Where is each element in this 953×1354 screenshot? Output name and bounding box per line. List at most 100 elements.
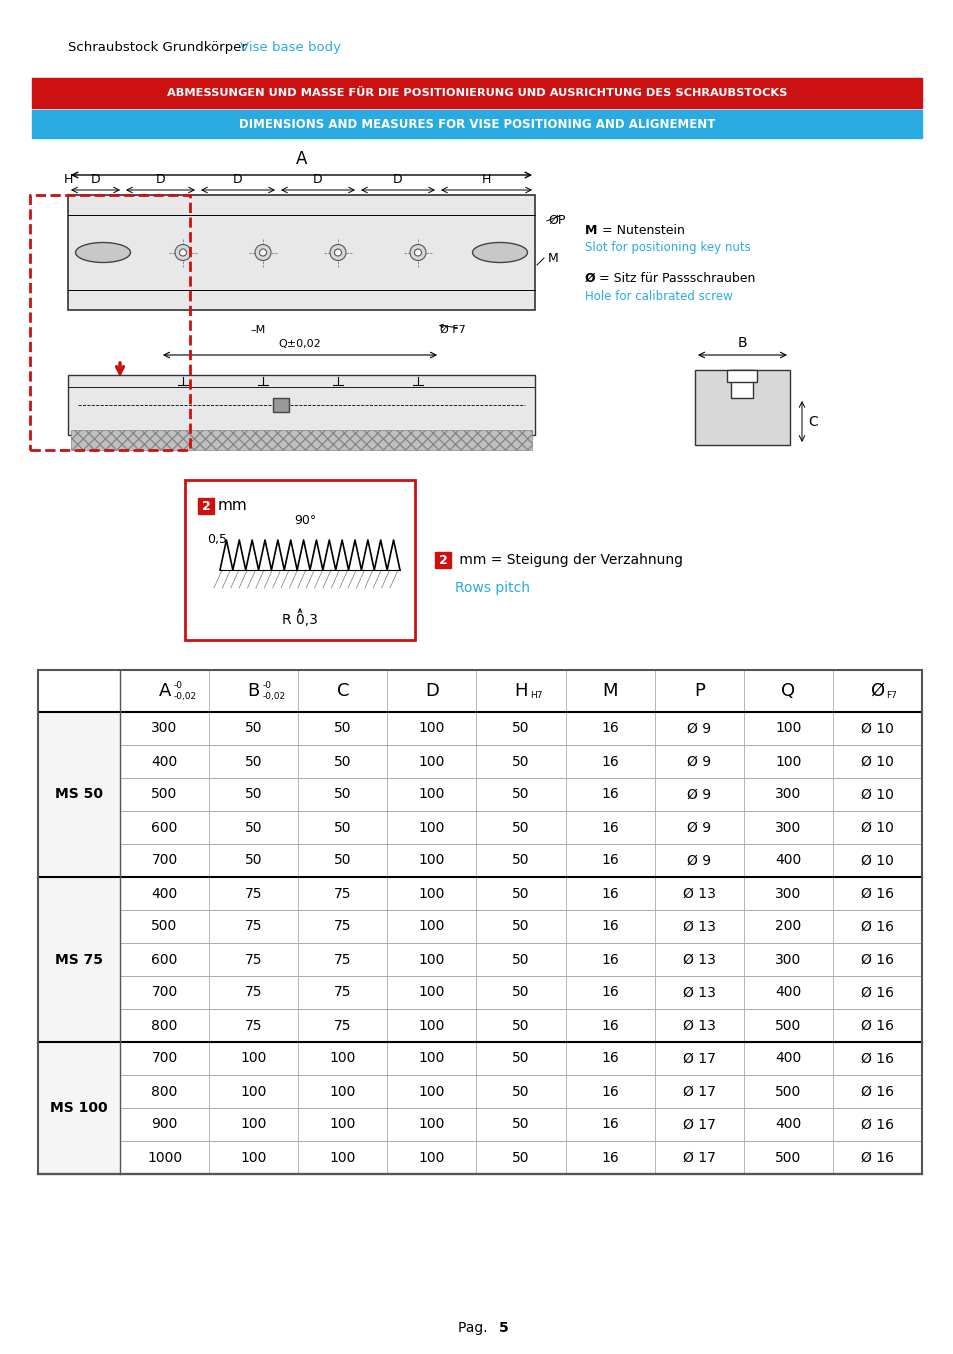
Text: 100: 100 (418, 986, 445, 999)
Text: 16: 16 (600, 1018, 618, 1033)
Text: Ø 10: Ø 10 (861, 821, 893, 834)
Text: mm = Steigung der Verzahnung: mm = Steigung der Verzahnung (455, 552, 682, 567)
Text: 600: 600 (152, 952, 177, 967)
Text: 2: 2 (438, 554, 447, 566)
Text: 500: 500 (152, 788, 177, 802)
Text: 75: 75 (334, 986, 351, 999)
Text: 16: 16 (600, 821, 618, 834)
Text: 16: 16 (600, 1085, 618, 1098)
Text: 300: 300 (152, 722, 177, 735)
Text: 100: 100 (418, 754, 445, 769)
Text: Ø: Ø (584, 272, 595, 284)
Text: = Sitz für Passschrauben: = Sitz für Passschrauben (595, 272, 755, 284)
Text: 50: 50 (512, 887, 529, 900)
Text: 100: 100 (329, 1052, 355, 1066)
Text: 100: 100 (775, 722, 801, 735)
Text: D: D (155, 173, 165, 185)
Bar (38, 712, 921, 745)
Text: Ø 17: Ø 17 (682, 1151, 715, 1164)
Text: D: D (393, 173, 402, 185)
Text: Ø 16: Ø 16 (860, 1018, 893, 1033)
Circle shape (254, 245, 271, 260)
Text: 400: 400 (152, 887, 177, 900)
Text: H: H (481, 173, 491, 185)
Text: Ø 16: Ø 16 (860, 1085, 893, 1098)
Text: Ø 9: Ø 9 (686, 788, 711, 802)
Text: Ø 9: Ø 9 (686, 821, 711, 834)
Text: Ø 17: Ø 17 (682, 1117, 715, 1132)
Bar (38, 1108, 921, 1141)
Text: Ø 16: Ø 16 (860, 887, 893, 900)
Text: P: P (693, 682, 704, 700)
Text: 100: 100 (418, 887, 445, 900)
Ellipse shape (472, 242, 527, 263)
Text: 16: 16 (600, 1151, 618, 1164)
Text: B: B (737, 336, 746, 349)
Text: 75: 75 (245, 986, 262, 999)
Text: 500: 500 (775, 1085, 801, 1098)
Text: 100: 100 (329, 1117, 355, 1132)
Text: R 0,3: R 0,3 (282, 613, 317, 627)
Text: H: H (514, 682, 527, 700)
Text: 100: 100 (418, 722, 445, 735)
Text: 100: 100 (329, 1085, 355, 1098)
Text: 16: 16 (600, 1052, 618, 1066)
Text: M: M (584, 223, 597, 237)
Text: 50: 50 (512, 1151, 529, 1164)
Text: -0: -0 (262, 681, 272, 691)
Circle shape (330, 245, 346, 260)
Text: 50: 50 (512, 986, 529, 999)
Text: 100: 100 (418, 1018, 445, 1033)
Bar (30, 195, 190, 450)
Text: 50: 50 (512, 952, 529, 967)
Text: 50: 50 (512, 1117, 529, 1132)
Text: 100: 100 (240, 1052, 267, 1066)
Bar (185, 481, 415, 640)
Text: 5: 5 (498, 1322, 508, 1335)
Text: Ø 17: Ø 17 (682, 1085, 715, 1098)
Text: 50: 50 (512, 754, 529, 769)
Text: mm: mm (218, 498, 248, 513)
Text: 16: 16 (600, 754, 618, 769)
Text: Ø 16: Ø 16 (860, 986, 893, 999)
Text: Ø 10: Ø 10 (861, 788, 893, 802)
Text: -0: -0 (173, 681, 182, 691)
Text: 75: 75 (245, 919, 262, 933)
Text: 16: 16 (600, 952, 618, 967)
Text: DIMENSIONS AND MEASURES FOR VISE POSITIONING AND ALIGNEMENT: DIMENSIONS AND MEASURES FOR VISE POSITIO… (238, 118, 715, 130)
Text: 100: 100 (418, 919, 445, 933)
Text: Ø 10: Ø 10 (861, 722, 893, 735)
Text: 75: 75 (245, 952, 262, 967)
Text: D: D (233, 173, 243, 185)
Bar (38, 745, 921, 779)
Text: 500: 500 (775, 1018, 801, 1033)
Text: 50: 50 (512, 1052, 529, 1066)
Text: Ø 13: Ø 13 (682, 986, 715, 999)
Text: 1000: 1000 (147, 1151, 182, 1164)
Bar (198, 498, 213, 515)
Text: H: H (63, 173, 72, 185)
Text: Ø 17: Ø 17 (682, 1052, 715, 1066)
Bar (38, 976, 921, 1009)
Bar (38, 942, 921, 976)
Text: 700: 700 (152, 986, 177, 999)
Text: 50: 50 (512, 1018, 529, 1033)
Text: 700: 700 (152, 1052, 177, 1066)
Text: 100: 100 (418, 853, 445, 868)
Text: 500: 500 (152, 919, 177, 933)
Text: ØP: ØP (547, 214, 565, 226)
Text: Ø 13: Ø 13 (682, 919, 715, 933)
Bar (38, 1075, 921, 1108)
Bar (695, 370, 789, 445)
Bar (38, 712, 120, 877)
Text: A: A (158, 682, 171, 700)
Text: A: A (295, 150, 307, 168)
Text: Ø: Ø (869, 682, 883, 700)
Text: C: C (807, 414, 817, 428)
Text: 50: 50 (334, 754, 351, 769)
Circle shape (179, 249, 186, 256)
Text: 400: 400 (775, 853, 801, 868)
Bar (71, 431, 532, 450)
Text: MS 50: MS 50 (55, 788, 103, 802)
Text: C: C (336, 682, 349, 700)
